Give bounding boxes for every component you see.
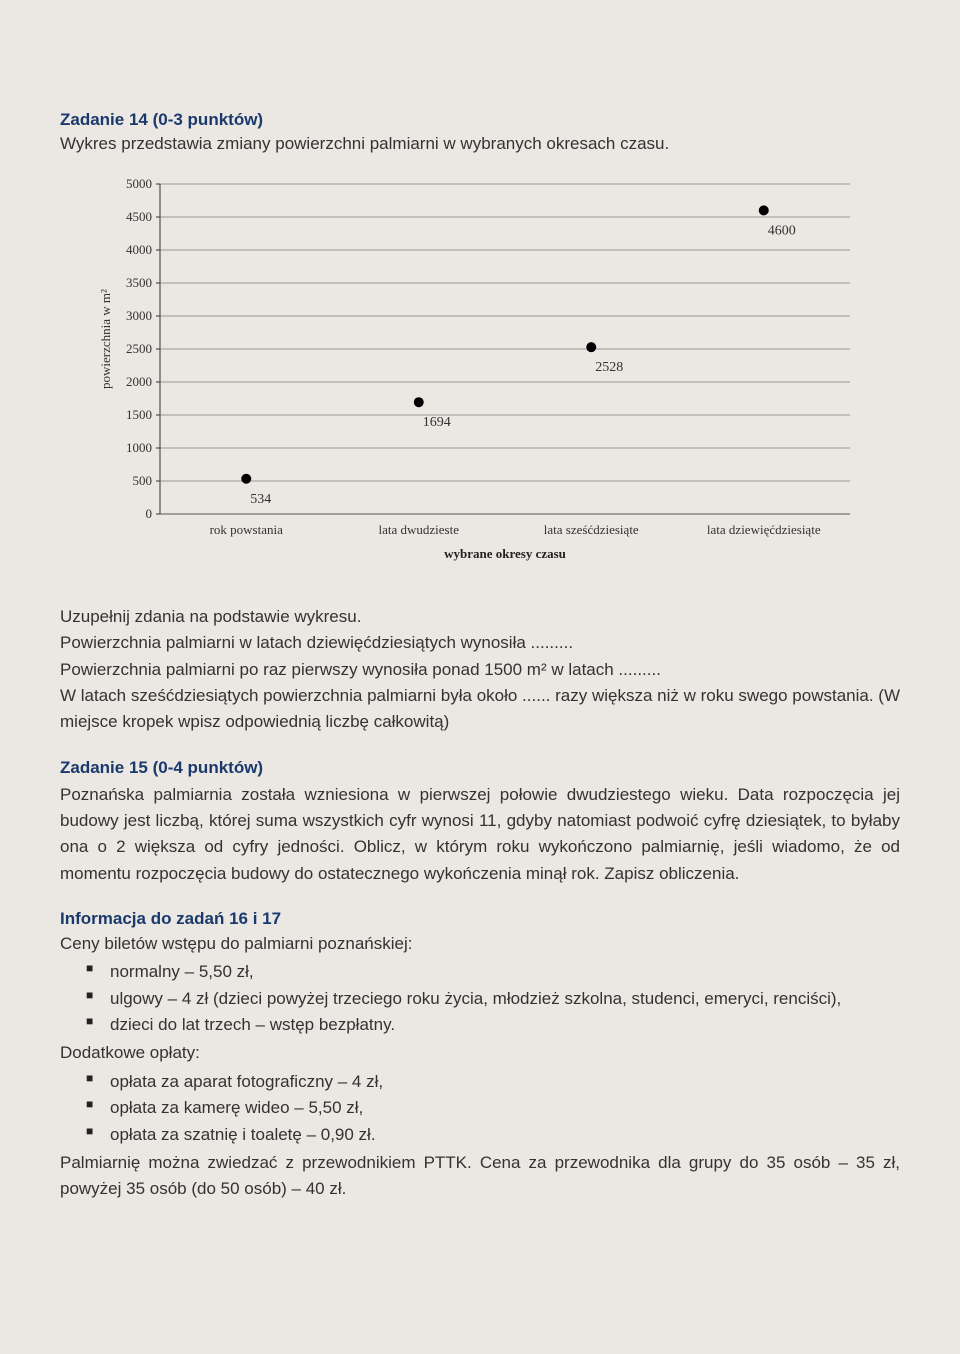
- page: Zadanie 14 (0-3 punktów) Wykres przedsta…: [0, 0, 960, 1263]
- svg-text:1000: 1000: [126, 440, 152, 455]
- svg-text:4000: 4000: [126, 242, 152, 257]
- list-item: normalny – 5,50 zł,: [110, 959, 900, 985]
- info-tail: Palmiarnię można zwiedzać z przewodnikie…: [60, 1150, 900, 1203]
- svg-text:5000: 5000: [126, 176, 152, 191]
- task14-fill: Uzupełnij zdania na podstawie wykresu. P…: [60, 604, 900, 736]
- svg-text:1694: 1694: [423, 415, 451, 430]
- fill-line-1: Powierzchnia palmiarni w latach dziewięć…: [60, 630, 900, 656]
- svg-text:rok powstania: rok powstania: [210, 522, 284, 537]
- info-lead: Ceny biletów wstępu do palmiarni poznańs…: [60, 931, 900, 957]
- list-item: opłata za kamerę wideo – 5,50 zł,: [110, 1095, 900, 1121]
- extra-lead: Dodatkowe opłaty:: [60, 1040, 900, 1066]
- svg-text:0: 0: [146, 506, 153, 521]
- info-title: Informacja do zadań 16 i 17: [60, 909, 900, 929]
- fill-intro: Uzupełnij zdania na podstawie wykresu.: [60, 604, 900, 630]
- list-item: opłata za aparat fotograficzny – 4 zł,: [110, 1069, 900, 1095]
- extra-list: opłata za aparat fotograficzny – 4 zł, o…: [60, 1069, 900, 1148]
- svg-text:1500: 1500: [126, 407, 152, 422]
- svg-text:534: 534: [250, 492, 271, 507]
- svg-text:2000: 2000: [126, 374, 152, 389]
- task15-body: Poznańska palmiarnia została wzniesiona …: [60, 782, 900, 887]
- list-item: dzieci do lat trzech – wstęp bezpłatny.: [110, 1012, 900, 1038]
- list-item: opłata za szatnię i toaletę – 0,90 zł.: [110, 1122, 900, 1148]
- svg-text:4500: 4500: [126, 209, 152, 224]
- svg-text:3000: 3000: [126, 308, 152, 323]
- svg-text:lata sześćdziesiąte: lata sześćdziesiąte: [544, 522, 639, 537]
- fill-line-2: Powierzchnia palmiarni po raz pierwszy w…: [60, 657, 900, 683]
- svg-text:powierzchnia w m²: powierzchnia w m²: [98, 289, 113, 389]
- task15-title: Zadanie 15 (0-4 punktów): [60, 758, 900, 778]
- fill-line-3: W latach sześćdziesiątych powierzchnia p…: [60, 683, 900, 736]
- svg-text:wybrane okresy czasu: wybrane okresy czasu: [444, 546, 566, 561]
- task14-title: Zadanie 14 (0-3 punktów): [60, 110, 900, 130]
- task14-chart: 0 500 1000 1500 2000 2500 3000 3500 4000 4500 5000…: [90, 174, 870, 574]
- price-list: normalny – 5,50 zł, ulgowy – 4 zł (dziec…: [60, 959, 900, 1038]
- task14-intro: Wykres przedstawia zmiany powierzchni pa…: [60, 134, 900, 154]
- svg-text:2500: 2500: [126, 341, 152, 356]
- svg-text:lata dziewięćdziesiąte: lata dziewięćdziesiąte: [707, 522, 821, 537]
- list-item: ulgowy – 4 zł (dzieci powyżej trzeciego …: [110, 986, 900, 1012]
- chart-svg: 0 500 1000 1500 2000 2500 3000 3500 4000 4500 5000…: [90, 174, 870, 574]
- svg-text:lata dwudzieste: lata dwudzieste: [379, 522, 460, 537]
- svg-text:2528: 2528: [595, 360, 623, 375]
- svg-text:4600: 4600: [768, 223, 796, 238]
- svg-text:3500: 3500: [126, 275, 152, 290]
- svg-text:500: 500: [133, 473, 153, 488]
